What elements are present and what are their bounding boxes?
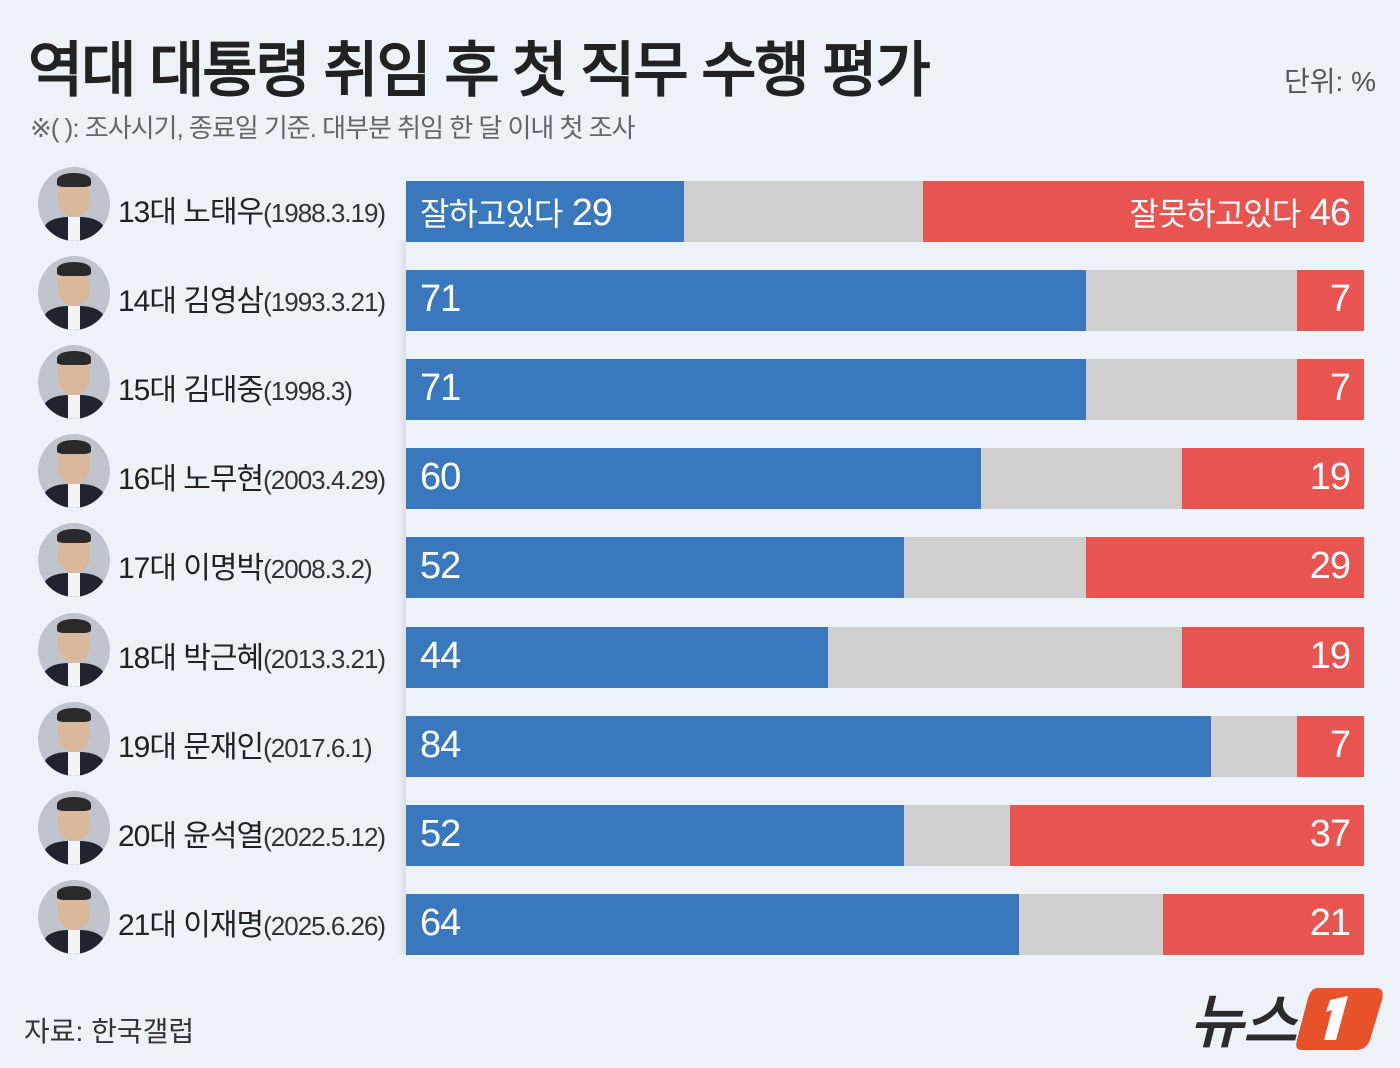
survey-date: (2008.3.2) bbox=[263, 554, 373, 585]
president-portrait bbox=[38, 790, 110, 865]
survey-date: (2022.5.12) bbox=[263, 821, 386, 852]
chart-row: 16대 노무현(2003.4.29) 60 19 bbox=[0, 434, 1400, 510]
chart-title: 역대 대통령 취임 후 첫 직무 수행 평가 bbox=[28, 37, 931, 104]
president-portrait bbox=[38, 612, 110, 687]
bar-negative bbox=[923, 181, 1364, 242]
category-label: 14대 김영삼(1993.3.21) bbox=[118, 276, 386, 320]
survey-date: (1988.3.19) bbox=[263, 198, 386, 228]
news1-logo: 뉴스 bbox=[1190, 988, 1383, 1054]
data-label-negative: 7 bbox=[1329, 367, 1351, 410]
bar-negative bbox=[1162, 893, 1364, 955]
data-label-negative: 7 bbox=[1329, 278, 1351, 321]
data-label-positive: 71 bbox=[420, 278, 461, 321]
bar-negative bbox=[1296, 359, 1364, 421]
data-label-negative: 21 bbox=[1309, 901, 1351, 944]
bar-negative bbox=[1296, 715, 1364, 777]
chart-row: 20대 윤석열(2022.5.12) 52 37 bbox=[0, 790, 1400, 866]
president-portrait bbox=[38, 167, 110, 241]
category-label: 20대 윤석열(2022.5.12) bbox=[118, 811, 386, 855]
survey-date: (2017.6.1) bbox=[263, 732, 373, 763]
bar-shadow bbox=[398, 240, 406, 955]
president-portrait bbox=[38, 256, 110, 331]
data-label-negative: 29 bbox=[1309, 545, 1351, 588]
president-portrait bbox=[38, 345, 110, 420]
bar-positive bbox=[406, 804, 905, 866]
survey-date: (2025.6.26) bbox=[263, 910, 386, 941]
bar-negative bbox=[1086, 537, 1364, 599]
survey-date: (2003.4.29) bbox=[263, 465, 386, 496]
chart-row: 21대 이재명(2025.6.26) 64 21 bbox=[0, 879, 1400, 955]
president-name: 21대 이재명 bbox=[118, 908, 264, 942]
data-label-positive: 64 bbox=[420, 901, 461, 944]
category-label: 19대 문재인(2017.6.1) bbox=[118, 722, 373, 766]
bar-negative bbox=[1181, 448, 1364, 510]
chart-row: 19대 문재인(2017.6.1) 84 7 bbox=[0, 701, 1400, 777]
category-label: 17대 이명박(2008.3.2) bbox=[118, 543, 373, 587]
president-name: 18대 박근혜 bbox=[118, 641, 264, 675]
category-label: 15대 김대중(1998.3) bbox=[118, 365, 353, 409]
category-label: 13대 노태우(1988.3.19) bbox=[118, 187, 386, 231]
president-portrait bbox=[38, 701, 110, 776]
bar-positive bbox=[406, 715, 1211, 777]
president-name: 17대 이명박 bbox=[118, 552, 264, 586]
data-label-positive: 52 bbox=[420, 812, 461, 855]
data-label-negative: 37 bbox=[1309, 812, 1351, 855]
data-label-positive: 60 bbox=[420, 456, 461, 499]
chart-row: 17대 이명박(2008.3.2) 52 29 bbox=[0, 523, 1400, 599]
data-label-negative: 잘못하고있다 46 bbox=[1129, 192, 1351, 234]
svg-text:뉴스: 뉴스 bbox=[1190, 990, 1299, 1054]
bar-positive bbox=[406, 893, 1020, 955]
bar-positive bbox=[406, 626, 828, 688]
bar-negative bbox=[1181, 626, 1364, 688]
president-name: 16대 노무현 bbox=[118, 463, 264, 497]
president-name: 15대 김대중 bbox=[118, 374, 264, 408]
bar-positive bbox=[406, 448, 981, 510]
chart-row: 14대 김영삼(1993.3.21) 71 7 bbox=[0, 256, 1400, 332]
survey-date: (1993.3.21) bbox=[263, 287, 386, 318]
president-name: 20대 윤석열 bbox=[118, 819, 264, 853]
source-label: 자료: 한국갤럽 bbox=[24, 1016, 195, 1047]
bar-positive bbox=[406, 359, 1087, 421]
category-label: 16대 노무현(2003.4.29) bbox=[118, 454, 386, 498]
data-label-positive: 잘하고있다 29 bbox=[420, 192, 613, 234]
president-portrait bbox=[38, 523, 110, 598]
data-label-negative: 19 bbox=[1309, 456, 1351, 499]
unit-label: 단위: % bbox=[1284, 66, 1376, 97]
president-name: 19대 문재인 bbox=[118, 730, 264, 764]
data-label-positive: 44 bbox=[420, 634, 461, 677]
president-name: 13대 노태우 bbox=[118, 196, 264, 229]
data-label-negative: 7 bbox=[1329, 723, 1351, 766]
president-name: 14대 김영삼 bbox=[118, 285, 264, 319]
bar-positive bbox=[406, 181, 684, 242]
chart-subtitle: ※( ): 조사시기, 종료일 기준. 대부분 취임 한 달 이내 첫 조사 bbox=[30, 113, 636, 143]
category-label: 21대 이재명(2025.6.26) bbox=[118, 900, 386, 944]
data-label-positive: 84 bbox=[420, 723, 461, 766]
bar-negative bbox=[1296, 270, 1364, 332]
data-label-positive: 71 bbox=[420, 367, 461, 410]
bar-positive bbox=[406, 537, 905, 599]
chart-row: 13대 노태우(1988.3.19) 잘하고있다 29 잘못하고있다 46 bbox=[0, 167, 1400, 242]
survey-date: (1998.3) bbox=[263, 376, 353, 407]
chart-row: 15대 김대중(1998.3) 71 7 bbox=[0, 345, 1400, 421]
president-portrait bbox=[38, 434, 110, 509]
survey-date: (2013.3.21) bbox=[263, 643, 386, 674]
bar-positive bbox=[406, 270, 1087, 332]
chart-row: 18대 박근혜(2013.3.21) 44 19 bbox=[0, 612, 1400, 688]
bar-negative bbox=[1009, 804, 1364, 866]
president-portrait bbox=[38, 879, 110, 954]
data-label-positive: 52 bbox=[420, 545, 461, 588]
category-label: 18대 박근혜(2013.3.21) bbox=[118, 633, 386, 677]
data-label-negative: 19 bbox=[1309, 634, 1351, 677]
